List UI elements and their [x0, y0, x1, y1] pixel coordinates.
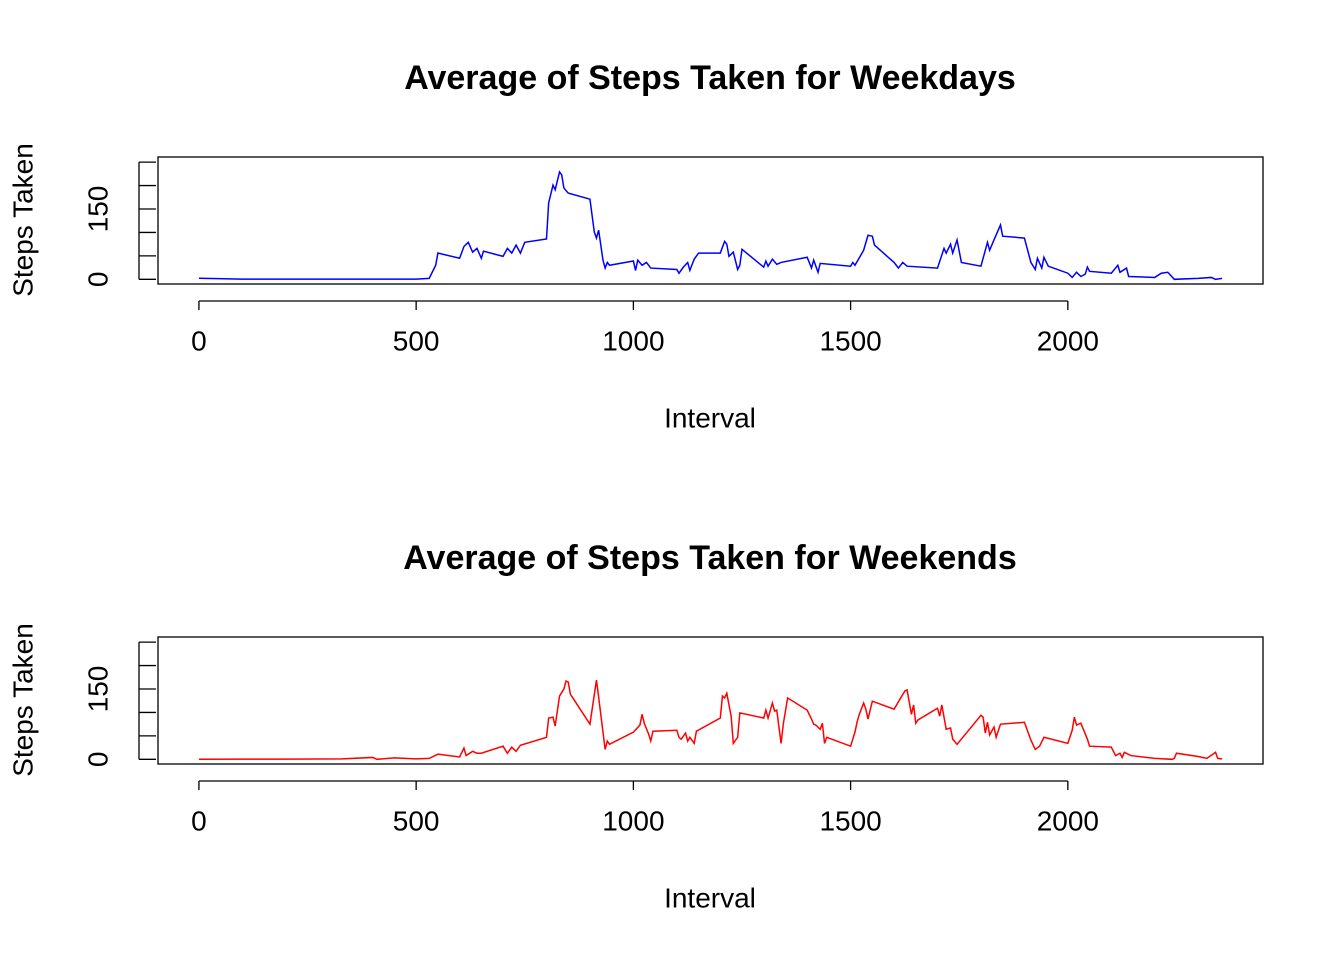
y-tick-label: 150 [82, 666, 113, 713]
x-axis-label: Interval [664, 402, 756, 433]
chart-title: Average of Steps Taken for Weekends [403, 539, 1016, 577]
plot-box [157, 156, 1264, 285]
x-tick-label: 0 [191, 325, 207, 356]
data-line [198, 170, 1223, 281]
x-tick-label: 0 [191, 805, 207, 836]
x-tick-label: 500 [393, 805, 440, 836]
x-tick-label: 1500 [819, 805, 881, 836]
data-line [198, 680, 1223, 761]
y-tick-label: 150 [82, 186, 113, 233]
x-tick-label: 2000 [1037, 325, 1099, 356]
y-axis-label: Steps Taken [7, 143, 38, 297]
x-tick-label: 500 [393, 325, 440, 356]
x-axis-label: Interval [664, 882, 756, 913]
y-tick-label: 0 [82, 752, 113, 768]
x-tick-label: 1000 [602, 805, 664, 836]
x-tick-label: 1000 [602, 325, 664, 356]
chart-title: Average of Steps Taken for Weekdays [404, 59, 1016, 97]
y-axis-label: Steps Taken [7, 623, 38, 777]
x-tick-label: 2000 [1037, 805, 1099, 836]
plot-box [157, 636, 1264, 765]
y-tick-label: 0 [82, 272, 113, 288]
x-tick-label: 1500 [819, 325, 881, 356]
